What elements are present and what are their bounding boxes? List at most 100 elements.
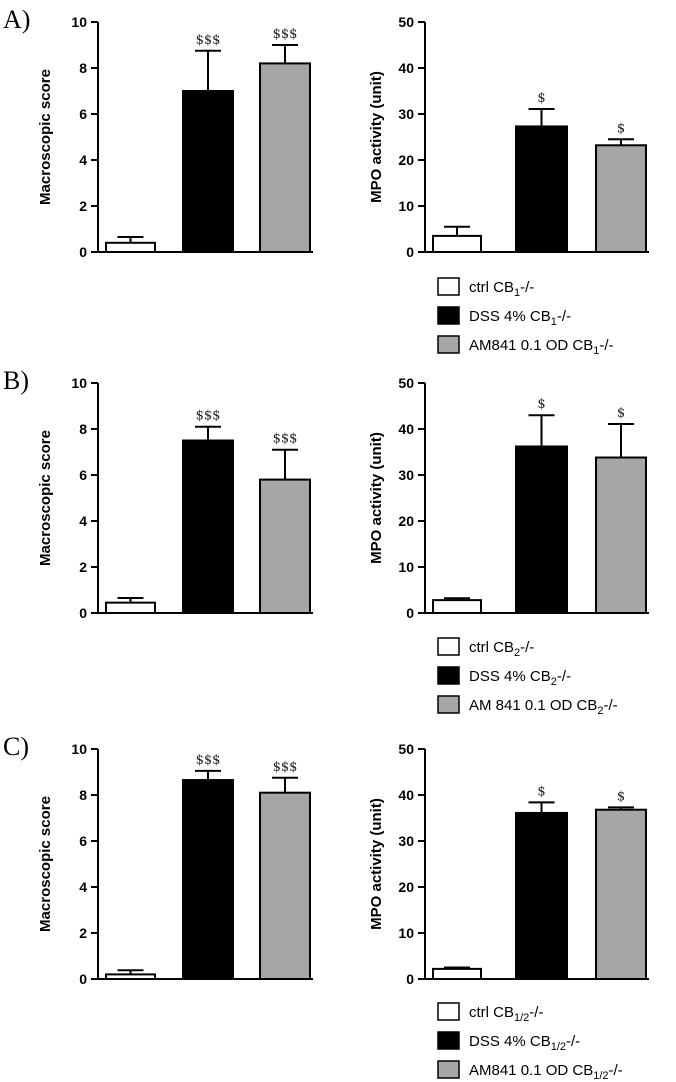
y-tick-label: 6 [79, 833, 87, 849]
bar [595, 808, 647, 980]
bar [105, 973, 156, 981]
legend-swatch [437, 277, 460, 296]
bar [182, 90, 234, 253]
significance-label: $$$ [196, 753, 221, 768]
legend-swatch [437, 1002, 460, 1021]
bar [595, 456, 647, 614]
legend-swatch [437, 637, 460, 656]
y-tick-label: 8 [79, 787, 87, 803]
chart-3: 0 2 4 6 8 10 Macroscopic score $$$ $$$ [37, 375, 313, 621]
bar [595, 144, 647, 253]
legend-swatch [437, 1031, 460, 1050]
significance-label: $$$ [273, 432, 298, 447]
y-tick-label: 20 [398, 152, 414, 168]
legend-swatch [437, 335, 460, 354]
bar [432, 599, 482, 614]
significance-label: $ [537, 784, 545, 799]
significance-label: $$$ [196, 409, 221, 424]
y-tick-label: 6 [79, 467, 87, 483]
chart-2: 0 10 20 30 40 50 MPO activity (unit) $ $ [368, 14, 649, 260]
significance-label: $ [617, 121, 625, 136]
legend-swatch [437, 695, 460, 714]
legend-label: ctrl CB2-/- [469, 639, 534, 659]
y-axis-title: MPO activity (unit) [368, 798, 385, 930]
significance-label: $ [617, 406, 625, 421]
chart-4: 0 10 20 30 40 50 MPO activity (unit) $ $ [368, 375, 649, 621]
bar [515, 445, 568, 615]
y-tick-label: 10 [398, 559, 414, 575]
legend-label: DSS 4% CB2-/- [469, 668, 571, 688]
y-tick-label: 0 [406, 244, 414, 260]
y-tick-label: 10 [71, 14, 87, 30]
y-tick-label: 6 [79, 106, 87, 122]
y-tick-label: 0 [79, 605, 87, 621]
legend-label: DSS 4% CB1/2-/- [469, 1033, 580, 1053]
y-tick-label: 20 [398, 879, 414, 895]
legend-label: ctrl CB1-/- [469, 279, 534, 299]
y-tick-label: 50 [398, 741, 414, 757]
y-tick-label: 2 [79, 198, 87, 214]
y-tick-label: 8 [79, 421, 87, 437]
y-tick-label: 40 [398, 787, 414, 803]
chart-1: 0 2 4 6 8 10 Macroscopic score $$$ $$$ [37, 14, 313, 260]
chart-6: 0 10 20 30 40 50 MPO activity (unit) $ $ [368, 741, 649, 987]
y-tick-label: 0 [406, 971, 414, 987]
y-tick-label: 4 [79, 879, 87, 895]
y-tick-label: 0 [79, 244, 87, 260]
bar [432, 234, 482, 253]
bar [105, 601, 156, 615]
significance-label: $ [537, 91, 545, 106]
y-tick-label: 30 [398, 833, 414, 849]
panel-label: C) [3, 732, 29, 761]
bar [182, 779, 234, 980]
y-axis-title: Macroscopic score [37, 430, 54, 566]
y-tick-label: 30 [398, 467, 414, 483]
y-tick-label: 10 [398, 198, 414, 214]
y-axis-title: MPO activity (unit) [368, 71, 385, 203]
significance-label: $ [617, 789, 625, 804]
y-tick-label: 4 [79, 513, 87, 529]
chart-5: 0 2 4 6 8 10 Macroscopic score $$$ $$$ [37, 741, 313, 987]
y-tick-label: 10 [71, 375, 87, 391]
significance-label: $ [537, 397, 545, 412]
legend-swatch [437, 306, 460, 325]
bar [259, 791, 311, 981]
y-tick-label: 40 [398, 421, 414, 437]
y-tick-label: 0 [79, 971, 87, 987]
significance-label: $$$ [273, 760, 298, 775]
bar [182, 439, 234, 614]
panel-label: B) [3, 366, 29, 395]
y-axis-title: Macroscopic score [37, 69, 54, 205]
legend-label: AM841 0.1 OD CB1/2-/- [469, 1062, 623, 1082]
legend-label: DSS 4% CB1-/- [469, 308, 571, 328]
y-tick-label: 2 [79, 925, 87, 941]
y-tick-label: 20 [398, 513, 414, 529]
legend-label: ctrl CB1/2-/- [469, 1004, 543, 1024]
bar [259, 62, 311, 254]
y-tick-label: 40 [398, 60, 414, 76]
bar [515, 811, 568, 980]
y-tick-label: 50 [398, 14, 414, 30]
significance-label: $$$ [273, 27, 298, 42]
y-axis-title: MPO activity (unit) [368, 432, 385, 564]
bar [105, 241, 156, 254]
bar [432, 967, 482, 981]
legend-label: AM841 0.1 OD CB1-/- [469, 337, 614, 357]
y-tick-label: 50 [398, 375, 414, 391]
bar [515, 125, 568, 253]
legend-swatch [437, 1060, 460, 1079]
legend-label: AM 841 0.1 OD CB2-/- [469, 697, 618, 717]
y-tick-label: 0 [406, 605, 414, 621]
y-axis-title: Macroscopic score [37, 796, 54, 932]
y-tick-label: 30 [398, 106, 414, 122]
legend-swatch [437, 666, 460, 685]
bar [259, 478, 311, 614]
panel-label: A) [3, 5, 30, 34]
y-tick-label: 10 [398, 925, 414, 941]
y-tick-label: 2 [79, 559, 87, 575]
y-tick-label: 10 [71, 741, 87, 757]
significance-label: $$$ [196, 33, 221, 48]
y-tick-label: 8 [79, 60, 87, 76]
y-tick-label: 4 [79, 152, 87, 168]
